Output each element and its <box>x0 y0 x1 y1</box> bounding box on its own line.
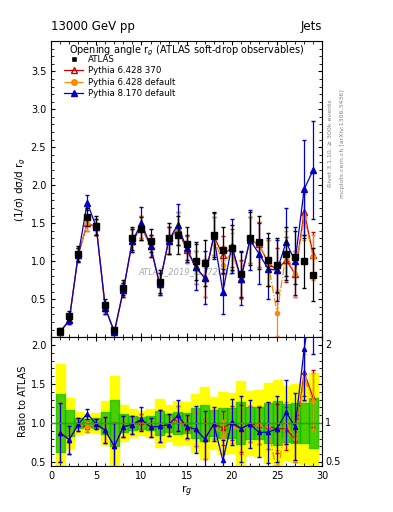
Text: 0.5: 0.5 <box>325 457 340 467</box>
X-axis label: r$_g$: r$_g$ <box>181 483 192 499</box>
Text: Opening angle r$_g$ (ATLAS soft-drop observables): Opening angle r$_g$ (ATLAS soft-drop obs… <box>69 44 304 58</box>
Text: 13000 GeV pp: 13000 GeV pp <box>51 20 135 33</box>
Text: mcplots.cern.ch [arXiv:1306.3436]: mcplots.cern.ch [arXiv:1306.3436] <box>340 89 345 198</box>
Text: ATLAS_2019_I1772062: ATLAS_2019_I1772062 <box>139 267 235 276</box>
Text: Jets: Jets <box>301 20 322 33</box>
Text: 1: 1 <box>325 418 331 428</box>
Text: Rivet 3.1.10, ≥ 300k events: Rivet 3.1.10, ≥ 300k events <box>328 99 333 187</box>
Y-axis label: Ratio to ATLAS: Ratio to ATLAS <box>18 366 28 437</box>
Legend: ATLAS, Pythia 6.428 370, Pythia 6.428 default, Pythia 8.170 default: ATLAS, Pythia 6.428 370, Pythia 6.428 de… <box>61 51 178 102</box>
Text: 2: 2 <box>325 340 331 350</box>
Y-axis label: (1/σ) dσ/d r$_g$: (1/σ) dσ/d r$_g$ <box>13 156 28 222</box>
